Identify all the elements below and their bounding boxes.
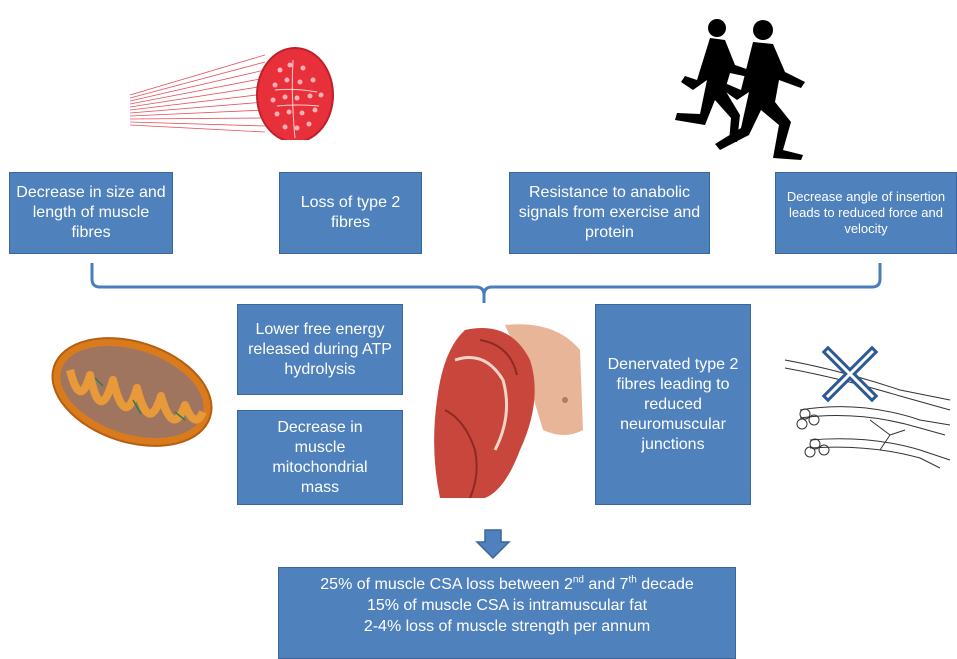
denervated-fibres-text: Denervated type 2 fibres leading to redu… — [607, 355, 739, 453]
anabolic-resistance-box: Resistance to anabolic signals from exer… — [509, 172, 710, 254]
grouping-bracket — [90, 263, 882, 303]
type2-fibre-loss-text: Loss of type 2 fibres — [300, 194, 401, 231]
atp-hydrolysis-box: Lower free energy released during ATP hy… — [237, 304, 403, 395]
runners-silhouette-icon — [675, 19, 805, 160]
muscle-fibre-size-box: Decrease in size and length of muscle fi… — [9, 172, 173, 254]
insertion-angle-box: Decrease angle of insertion leads to red… — [775, 172, 957, 254]
summary-line-2: 15% of muscle CSA is intramuscular fat — [366, 597, 648, 614]
mitochondrial-mass-box: Decrease in muscle mitochondrial mass — [237, 410, 403, 505]
anabolic-resistance-text: Resistance to anabolic signals from exer… — [518, 184, 701, 241]
summary-line-1: 25% of muscle CSA loss between 2nd and 7… — [320, 574, 694, 593]
type2-fibre-loss-box: Loss of type 2 fibres — [279, 172, 422, 254]
atp-hydrolysis-text: Lower free energy released during ATP hy… — [248, 320, 392, 378]
summary-line-3: 2-4% loss of muscle strength per annum — [363, 618, 651, 635]
summary-box: 25% of muscle CSA loss between 2nd and 7… — [278, 567, 736, 659]
arm-muscle-icon — [434, 324, 583, 498]
mitochondrion-icon — [51, 337, 213, 447]
muscle-fibre-size-text: Decrease in size and length of muscle fi… — [16, 184, 166, 241]
muscle-fibre-bundle-icon — [129, 47, 334, 140]
denervated-nerve-icon — [784, 345, 951, 469]
denervated-fibres-box: Denervated type 2 fibres leading to redu… — [595, 304, 751, 505]
insertion-angle-text: Decrease angle of insertion leads to red… — [786, 188, 946, 237]
down-arrow-icon — [475, 529, 511, 560]
mitochondrial-mass-text: Decrease in muscle mitochondrial mass — [272, 418, 368, 496]
